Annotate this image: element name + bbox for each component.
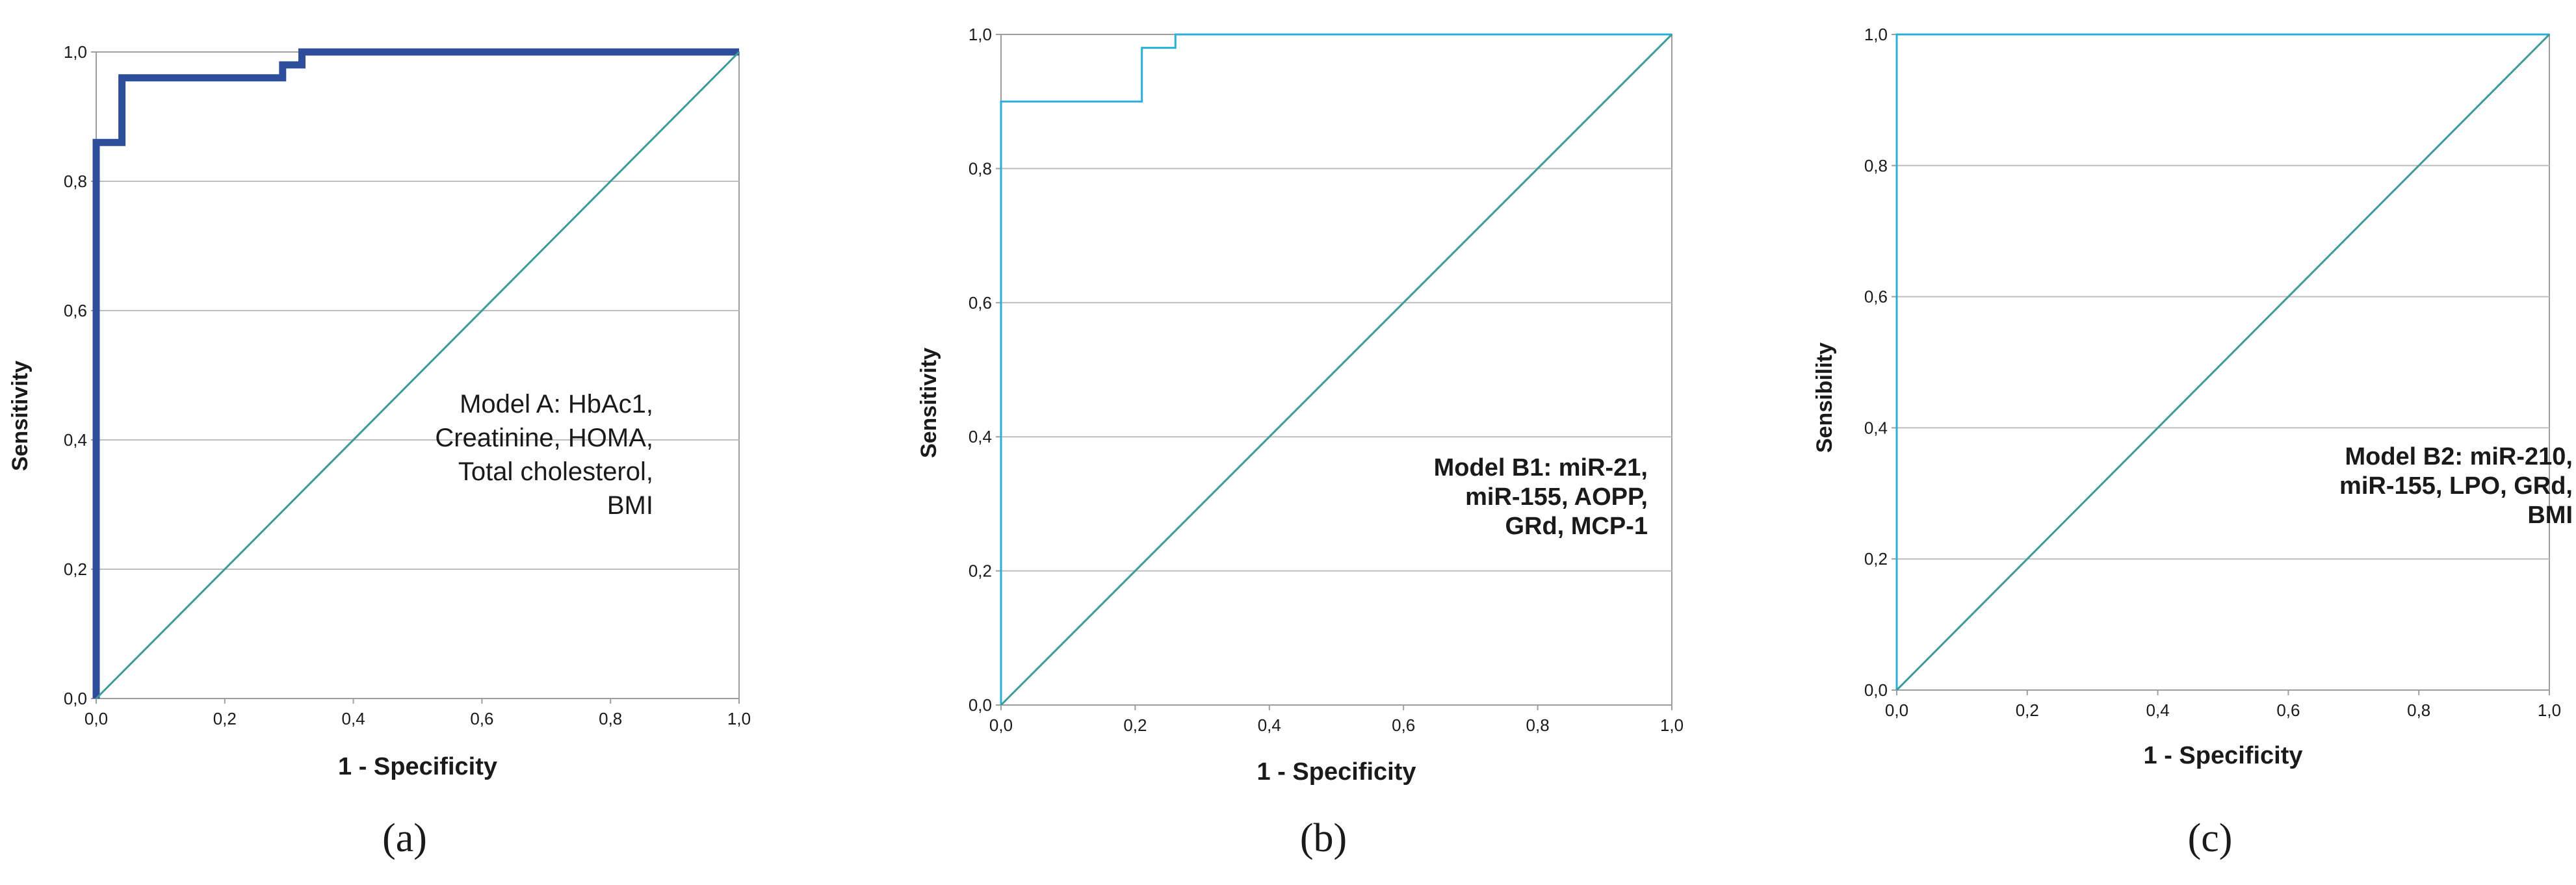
x-tick-label: 0,2 (1123, 715, 1147, 735)
panel-label: (b) (1300, 816, 1347, 860)
x-tick-label: 0,4 (2146, 700, 2170, 720)
reference-diagonal-line (95, 51, 740, 700)
model-annotation-line: GRd, MCP-1 (1505, 513, 1648, 540)
roc-curve-line (1895, 33, 2549, 690)
y-tick-label: 0,2 (1864, 549, 1888, 569)
y-tick-label: 1,0 (969, 25, 992, 44)
y-axis-title: Sensibility (1812, 342, 1837, 453)
y-tick-label: 0,8 (1864, 156, 1888, 175)
roc-curve-line (1000, 33, 1672, 705)
y-tick-label: 0,4 (969, 427, 992, 446)
y-tick-label: 0,0 (64, 689, 87, 708)
x-axis-title: 1 - Specificity (1257, 758, 1416, 786)
y-axis-title: Sensitivity (917, 348, 941, 458)
y-tick-label: 0,4 (1864, 418, 1888, 437)
model-annotation-line: Model A: HbAc1, (460, 390, 653, 418)
x-tick-label: 0,2 (2016, 700, 2039, 720)
x-tick-label: 0,0 (989, 715, 1013, 735)
model-annotation-line: Total cholesterol, (458, 457, 653, 486)
panel-label: (c) (2188, 816, 2233, 860)
y-tick-label: 1,0 (1864, 25, 1888, 44)
model-annotation-line: Model B2: miR-210, (2345, 443, 2573, 470)
y-tick-label: 0,0 (969, 695, 992, 715)
model-annotation-line: BMI (607, 491, 653, 520)
x-tick-label: 0,4 (342, 709, 365, 728)
panel-a-roc-chart: 0,0 0,2 0,4 0,6 0,8 1,0 0,0 0,2 0,4 0,6 0,8 1,0 1 - … (8, 42, 751, 860)
x-tick-label: 0,8 (2407, 700, 2430, 720)
panel-b-roc-chart: 0,0 0,2 0,4 0,6 0,8 1,0 0,0 0,2 0,4 0,6 0,8 1,0 1 - … (917, 25, 1684, 860)
panel-label: (a) (382, 816, 427, 860)
x-tick-label: 0,0 (85, 709, 108, 728)
y-tick-label: 0,8 (969, 159, 992, 178)
reference-diagonal-line (1895, 33, 2551, 691)
y-tick-label: 0,6 (969, 293, 992, 313)
model-annotation-line: miR-155, LPO, GRd, (2339, 472, 2573, 500)
y-axis-title: Sensitivity (8, 361, 33, 471)
x-tick-label: 0,6 (1392, 715, 1415, 735)
x-tick-label: 1,0 (727, 709, 751, 728)
x-tick-label: 0,0 (1885, 700, 1908, 720)
x-tick-label: 1,0 (1660, 715, 1684, 735)
x-tick-label: 0,8 (1526, 715, 1550, 735)
model-annotation-line: Model B1: miR-21, (1434, 454, 1648, 481)
y-tick-label: 0,2 (64, 559, 87, 579)
x-tick-label: 0,6 (2276, 700, 2300, 720)
y-tick-label: 0,2 (969, 561, 992, 581)
model-annotation-line: Creatinine, HOMA, (435, 424, 653, 452)
y-tick-label: 0,0 (1864, 680, 1888, 700)
x-tick-label: 0,4 (1258, 715, 1281, 735)
panel-c-roc-chart: 0,0 0,2 0,4 0,6 0,8 1,0 0,0 0,2 0,4 0,6 0,8 1,0 1 - … (1812, 25, 2573, 860)
roc-curve-line (92, 48, 739, 699)
x-tick-label: 0,2 (213, 709, 237, 728)
reference-diagonal-line (1000, 33, 1673, 706)
y-tick-label: 0,6 (1864, 287, 1888, 307)
x-tick-label: 0,6 (470, 709, 493, 728)
y-tick-label: 1,0 (64, 42, 87, 62)
x-tick-label: 1,0 (2538, 700, 2561, 720)
y-tick-label: 0,4 (64, 430, 87, 450)
model-annotation-line: BMI (2527, 502, 2573, 529)
x-axis-title: 1 - Specificity (2144, 742, 2303, 769)
y-tick-label: 0,6 (64, 301, 87, 320)
x-axis-title: 1 - Specificity (338, 753, 497, 780)
y-tick-label: 0,8 (64, 172, 87, 191)
x-tick-label: 0,8 (599, 709, 622, 728)
model-annotation-line: miR-155, AOPP, (1465, 483, 1648, 511)
